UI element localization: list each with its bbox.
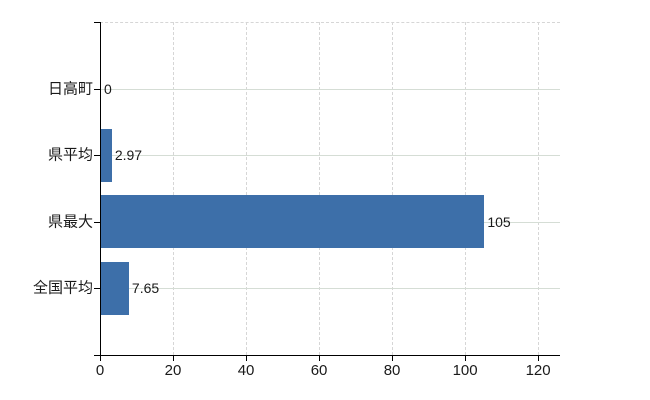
y-axis-tick bbox=[94, 221, 100, 223]
x-axis-tick bbox=[246, 356, 248, 361]
bar bbox=[101, 195, 485, 249]
bar bbox=[101, 128, 112, 182]
x-axis-tick bbox=[100, 356, 101, 361]
value-label: 0 bbox=[104, 80, 112, 97]
value-label: 105 bbox=[487, 213, 511, 230]
category-label: 日高町 bbox=[47, 80, 93, 98]
x-axis-tick bbox=[538, 356, 540, 361]
vertical-gridline bbox=[392, 22, 394, 355]
y-axis-tick bbox=[94, 155, 100, 157]
horizontal-gridline bbox=[101, 155, 560, 157]
vertical-gridline bbox=[319, 22, 321, 355]
x-tick-label: 80 bbox=[383, 362, 401, 379]
vertical-gridline bbox=[173, 22, 175, 355]
category-label: 全国平均 bbox=[32, 279, 93, 297]
x-axis-tick bbox=[173, 356, 175, 361]
y-axis bbox=[100, 22, 101, 356]
x-tick-label: 0 bbox=[95, 362, 105, 379]
vertical-gridline bbox=[465, 22, 467, 355]
bar bbox=[101, 261, 129, 315]
x-tick-label: 20 bbox=[164, 362, 182, 379]
y-axis-tick bbox=[94, 288, 100, 290]
x-axis-tick bbox=[319, 356, 321, 361]
x-axis-tick bbox=[465, 356, 467, 361]
y-axis-tick bbox=[94, 88, 100, 90]
vertical-gridline bbox=[538, 22, 540, 355]
x-axis bbox=[94, 355, 560, 356]
x-tick-label: 100 bbox=[452, 362, 478, 379]
plot-area bbox=[100, 22, 560, 356]
value-label: 2.97 bbox=[114, 147, 143, 164]
x-tick-label: 40 bbox=[237, 362, 255, 379]
x-axis-tick bbox=[392, 356, 394, 361]
vertical-gridline bbox=[246, 22, 248, 355]
category-label: 県平均 bbox=[47, 146, 93, 164]
category-label: 県最大 bbox=[47, 213, 93, 231]
x-tick-label: 60 bbox=[310, 362, 328, 379]
y-axis-end-tick bbox=[94, 22, 100, 23]
value-label: 7.65 bbox=[131, 280, 160, 297]
horizontal-gridline bbox=[101, 88, 560, 90]
horizontal-gridline bbox=[101, 288, 560, 290]
x-tick-label: 120 bbox=[525, 362, 551, 379]
